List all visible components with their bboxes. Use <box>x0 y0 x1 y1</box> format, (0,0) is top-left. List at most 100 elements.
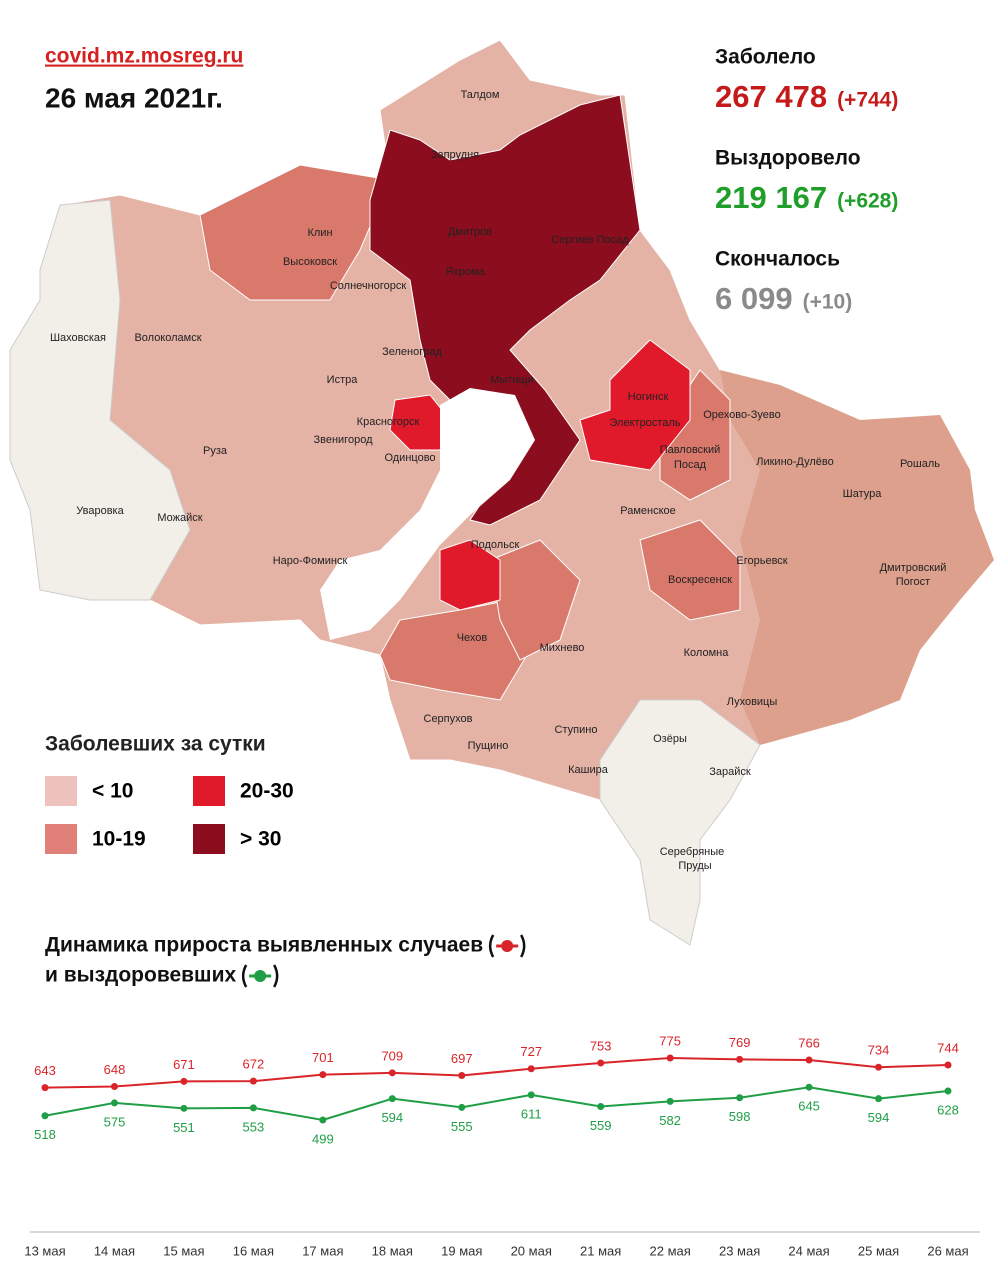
legend-entry: Динамика прироста выявленных случаев <box>45 934 483 957</box>
data-label: 697 <box>451 1051 473 1066</box>
map-label: Воскресенск <box>668 574 732 586</box>
legend-label: > 30 <box>240 828 281 851</box>
region <box>720 370 994 745</box>
data-label: 671 <box>173 1057 195 1072</box>
x-tick-label: 20 мая <box>511 1243 552 1258</box>
data-label: 575 <box>104 1114 126 1129</box>
x-tick-label: 19 мая <box>441 1243 482 1258</box>
stat-label: Заболело <box>715 46 816 69</box>
date: 26 мая 2021г. <box>45 82 223 113</box>
point <box>319 1116 327 1124</box>
legend-swatch <box>45 824 77 854</box>
legend-marker <box>254 970 267 982</box>
data-label: 775 <box>659 1033 681 1048</box>
legend-swatch <box>193 776 225 806</box>
map-label: Пруды <box>678 860 711 872</box>
map-label: Ликино-Дулёво <box>756 456 834 468</box>
legend-label: 20-30 <box>240 780 294 803</box>
legend-marker <box>501 940 514 952</box>
map-label: Посад <box>674 459 707 471</box>
stat-change: (+10) <box>803 291 853 314</box>
stat-value: 267 478 <box>715 79 827 114</box>
point <box>458 1103 466 1111</box>
region <box>639 519 741 621</box>
x-tick-label: 14 мая <box>94 1243 135 1258</box>
map-label: Раменское <box>620 505 676 517</box>
point <box>736 1055 744 1063</box>
data-label: 499 <box>312 1131 334 1146</box>
point <box>666 1097 674 1105</box>
map-label: Шатура <box>843 488 883 500</box>
legend-swatch <box>45 776 77 806</box>
map-label: Шаховская <box>50 332 106 344</box>
map-label: Серебряные <box>660 846 725 858</box>
map: Талдом Запрудня Дмитров Сергиев Посад Яхрома… <box>9 39 994 946</box>
point <box>875 1063 883 1071</box>
x-tick-label: 21 мая <box>580 1243 621 1258</box>
legend-title: Заболевших за сутки <box>45 733 266 756</box>
map-label: Дмитров <box>448 226 492 238</box>
point <box>249 1104 257 1112</box>
map-label: Мытищи <box>490 374 533 386</box>
map-label: Ступино <box>555 724 598 736</box>
data-label: 582 <box>659 1113 681 1128</box>
data-label: 518 <box>34 1127 56 1142</box>
legend-entry: и выздоровевших <box>45 964 236 987</box>
legend-swatch <box>193 824 225 854</box>
data-label: 628 <box>937 1102 959 1117</box>
point <box>388 1069 396 1077</box>
map-label: Кашира <box>568 764 609 776</box>
point <box>597 1103 605 1111</box>
map-label: Подольск <box>471 539 520 551</box>
map-label: Зарайск <box>709 766 751 778</box>
moscow <box>320 388 535 640</box>
region <box>599 699 761 946</box>
data-label: 672 <box>243 1057 265 1072</box>
x-tick-label: 18 мая <box>372 1243 413 1258</box>
region <box>439 539 501 611</box>
point <box>180 1077 188 1085</box>
point <box>319 1071 327 1079</box>
map-label: Чехов <box>457 632 488 644</box>
x-tick-label: 15 мая <box>163 1243 204 1258</box>
map-label: Орехово-Зуево <box>703 409 781 421</box>
point <box>180 1104 188 1112</box>
data-label: 727 <box>520 1044 542 1059</box>
series-line <box>44 1056 949 1089</box>
point <box>249 1077 257 1085</box>
map-label: Серпухов <box>424 713 473 725</box>
map-label: Озёры <box>653 733 687 745</box>
map-label: Рошаль <box>900 458 940 470</box>
point <box>944 1061 952 1069</box>
x-tick-label: 24 мая <box>788 1243 829 1258</box>
map-label: Запрудня <box>431 149 479 161</box>
map-label: Талдом <box>461 89 500 101</box>
point <box>736 1094 744 1102</box>
data-label: 594 <box>868 1110 890 1125</box>
map-label: Красногорск <box>357 416 420 428</box>
site: covid.mz.mosreg.ru <box>45 45 243 68</box>
stat-change: (+744) <box>837 89 898 112</box>
data-label: 753 <box>590 1038 612 1053</box>
map-label: Руза <box>203 445 228 457</box>
map-label: Одинцово <box>384 452 435 464</box>
series-line <box>44 1086 949 1122</box>
map-label: Солнечногорск <box>330 280 406 292</box>
region <box>199 164 391 301</box>
data-label: 553 <box>243 1119 265 1134</box>
point <box>527 1065 535 1073</box>
data-label: 555 <box>451 1119 473 1134</box>
data-label: 559 <box>590 1118 612 1133</box>
region <box>379 599 531 701</box>
data-label: 645 <box>798 1099 820 1114</box>
x-tick-label: 16 мая <box>233 1243 274 1258</box>
stat-label: Скончалось <box>715 248 840 271</box>
data-label: 766 <box>798 1035 820 1050</box>
x-tick-label: 26 мая <box>927 1243 968 1258</box>
map-label: Звенигород <box>313 434 373 446</box>
map-label: Дмитровский <box>880 562 947 574</box>
point <box>388 1095 396 1103</box>
map-label: Погост <box>896 576 930 588</box>
point <box>805 1083 813 1091</box>
map-label: Михнево <box>540 642 585 654</box>
